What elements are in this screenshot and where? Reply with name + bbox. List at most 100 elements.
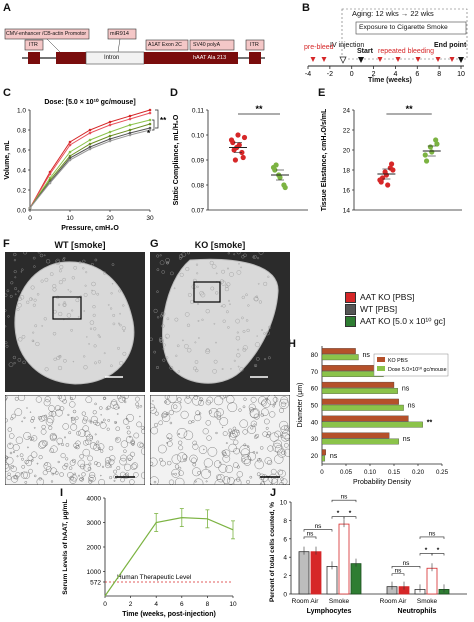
alveolus-mark	[17, 290, 20, 293]
alveolus-mark	[220, 305, 223, 308]
y-tick-label: 1.0	[17, 108, 26, 115]
alveolus-mark	[23, 432, 32, 440]
alveolus-mark	[175, 354, 178, 357]
alveolus-mark	[208, 410, 213, 414]
alveolus-mark	[119, 323, 122, 327]
alveolus-mark	[85, 271, 88, 274]
alveolus-mark	[177, 370, 180, 373]
alveolus-mark	[13, 270, 17, 274]
alveolus-mark	[191, 395, 202, 406]
panel-f-lung-overview	[5, 252, 145, 392]
alveolus-mark	[233, 462, 239, 468]
sig-bracket	[391, 573, 405, 576]
alveolus-mark	[246, 445, 250, 448]
scatter-point	[282, 184, 288, 191]
alveolus-mark	[15, 436, 24, 444]
alveolus-mark	[65, 457, 69, 461]
alveolus-mark	[115, 438, 119, 441]
alveolus-mark	[94, 402, 97, 406]
pv-series-point	[128, 133, 132, 137]
alveolus-mark	[222, 452, 227, 456]
alveolus-mark	[69, 397, 73, 401]
alveolus-mark	[165, 412, 169, 415]
alveolus-mark	[83, 365, 88, 370]
alveolus-mark	[226, 282, 231, 287]
alveolus-mark	[50, 445, 58, 453]
pv-series-point	[128, 117, 132, 121]
alveolus-mark	[121, 326, 126, 331]
panel-label-a: A	[3, 2, 11, 14]
panel-label-j: J	[270, 487, 277, 499]
pv-series-point	[88, 131, 92, 135]
alveolus-mark	[24, 481, 28, 484]
alveolus-mark	[14, 293, 17, 296]
y-tick-label: 24	[343, 108, 351, 115]
alveolus-mark	[215, 341, 217, 344]
alveolus-mark	[248, 403, 256, 411]
scatter-point	[240, 154, 246, 161]
pv-series-point	[68, 154, 72, 158]
alveolus-mark	[39, 253, 44, 258]
alveolus-mark	[81, 472, 86, 477]
y-tick-label: 30	[311, 436, 319, 443]
sig-bracket	[155, 109, 159, 129]
sig-marker: ns	[402, 386, 410, 393]
alveolus-mark	[33, 298, 37, 302]
alveolus-mark	[75, 298, 80, 303]
alveolus-mark	[125, 435, 134, 444]
alveolus-mark	[222, 476, 231, 484]
alveolus-mark	[110, 292, 113, 295]
alveolus-mark	[100, 414, 102, 416]
pv-series-point	[88, 138, 92, 142]
alveolus-mark	[176, 344, 180, 348]
alveolus-mark	[168, 409, 175, 416]
polya-label: SV40 polyA	[193, 42, 221, 48]
x-tick-label: 0	[320, 469, 324, 476]
alveolus-mark	[189, 454, 198, 463]
alveolus-mark	[221, 368, 224, 370]
alveolus-mark	[91, 281, 96, 287]
panel-label-b: B	[302, 2, 310, 14]
alveolus-mark	[68, 466, 73, 470]
alveolus-mark	[186, 323, 191, 327]
alveolus-mark	[83, 464, 91, 472]
alveolus-mark	[185, 395, 190, 399]
alveolus-mark	[5, 397, 7, 401]
alveolus-mark	[96, 440, 100, 444]
alveolus-mark	[240, 448, 250, 458]
alveolus-mark	[204, 466, 208, 469]
alveolus-mark	[227, 326, 230, 329]
alveolus-mark	[51, 472, 55, 476]
alveolus-mark	[263, 281, 268, 286]
alveolus-mark	[246, 480, 251, 484]
alveolus-mark	[109, 455, 116, 462]
alveolus-mark	[50, 467, 57, 474]
alveolus-mark	[195, 410, 201, 416]
alveolus-mark	[87, 467, 92, 471]
alveolus-mark	[32, 256, 36, 260]
alveolus-mark	[10, 281, 14, 285]
alveolus-mark	[196, 272, 199, 275]
alveolus-mark	[249, 407, 255, 413]
alveolus-mark	[5, 456, 14, 465]
pv-series-point	[148, 126, 152, 130]
alveolus-mark	[111, 263, 115, 266]
alveolus-mark	[110, 401, 118, 409]
alveolus-mark	[278, 469, 286, 478]
y-tick-label: 0.4	[17, 168, 26, 175]
alveolus-mark	[44, 462, 48, 466]
alveolus-mark	[57, 365, 63, 371]
diameter-bar	[321, 404, 404, 411]
alveolus-mark	[55, 405, 61, 411]
scatter-point	[230, 139, 236, 146]
pv-series-point	[88, 145, 92, 149]
alveolus-mark	[254, 365, 257, 367]
y-tick-label: 10	[280, 500, 288, 507]
alveolus-mark	[73, 442, 79, 449]
alveolus-mark	[139, 415, 141, 418]
alveolus-mark	[156, 254, 160, 258]
alveolus-mark	[123, 330, 125, 333]
bleed-marker	[415, 57, 421, 62]
alveolus-mark	[171, 468, 181, 478]
alveolus-mark	[218, 463, 228, 473]
